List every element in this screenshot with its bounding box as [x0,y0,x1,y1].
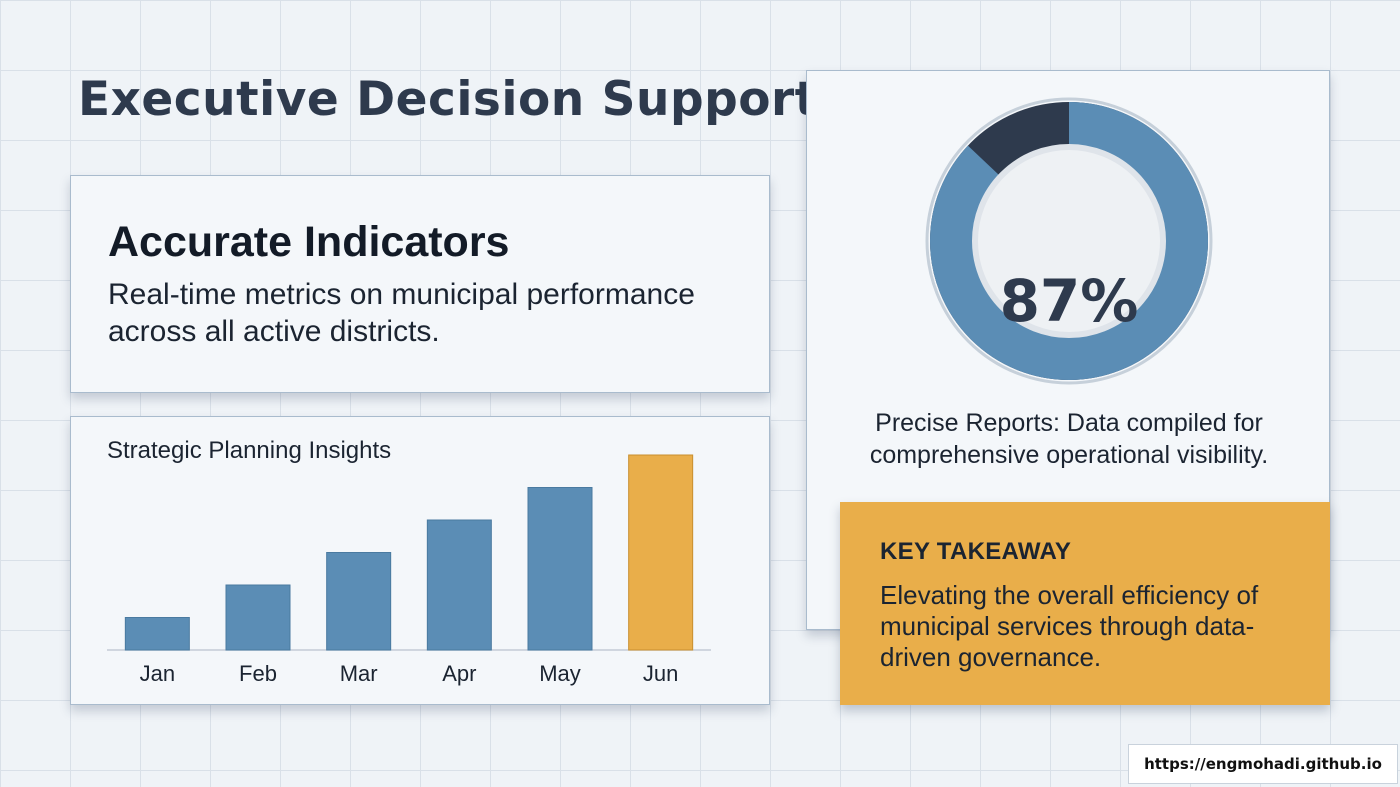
bar-feb [225,584,291,651]
key-takeaway-box: KEY TAKEAWAY Elevating the overall effic… [840,502,1330,705]
indicators-heading: Accurate Indicators [108,218,510,266]
watermark-url: https://engmohadi.github.io [1128,744,1398,784]
x-tick-label: Apr [442,661,476,686]
chart-title: Strategic Planning Insights [107,437,392,464]
bar-mar [326,552,392,651]
x-tick-label: Jun [643,661,678,686]
donut-inner-disc [972,144,1166,338]
progress-donut [925,97,1213,385]
bar-may [527,487,593,651]
bar-jun [628,454,694,651]
bar-apr [426,519,492,651]
x-tick-label: Feb [239,661,277,686]
planning-chart-card: Strategic Planning Insights Jan Feb Mar Apr… [70,416,770,705]
indicators-card: Accurate Indicators Real-time metrics on… [70,175,770,393]
donut-outer-ring [925,97,1213,385]
x-tick-label: Jan [140,661,175,686]
x-tick-label: May [539,661,581,686]
bar-chart: Jan Feb Mar Apr May Jun [107,454,711,686]
key-takeaway-label: KEY TAKEAWAY [880,538,1072,565]
report-card: 87% Precise Reports: Data compiled for c… [806,70,1330,630]
page-title: Executive Decision Support [78,72,818,127]
indicators-description: Real-time metrics on municipal performan… [108,278,695,348]
key-takeaway-text: Elevating the overall efficiency of muni… [880,580,1259,672]
report-description: Precise Reports: Data compiled for compr… [869,409,1269,469]
x-tick-label: Mar [340,661,378,686]
donut-progress-segment [930,102,1208,380]
bar-jan [124,617,190,651]
donut-percent-label: 87% [999,267,1139,335]
